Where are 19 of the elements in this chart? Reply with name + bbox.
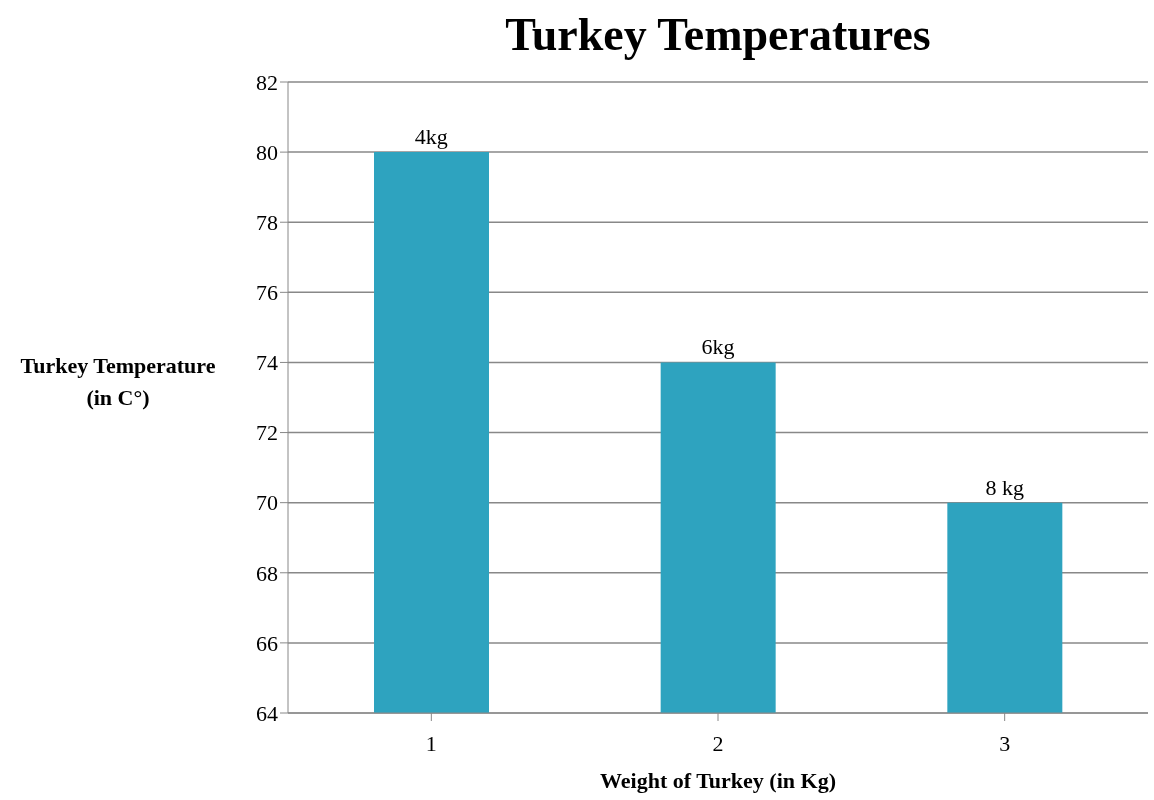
y-tick-label: 78: [256, 210, 278, 236]
annotation: 8 kg: [985, 474, 1024, 500]
y-tick-label: 74: [256, 350, 278, 376]
y-tick-label: 80: [256, 139, 278, 165]
x-tick-label: 1: [425, 730, 437, 756]
y-tick-label: 64: [256, 700, 278, 726]
y-tick-label: 72: [256, 420, 278, 446]
y-tick-label: 68: [256, 560, 278, 586]
y-tick-label: 66: [256, 630, 278, 656]
annotation: 6kg: [701, 334, 735, 360]
x-tick-label: 3: [999, 730, 1011, 756]
y-axis-title: Turkey Temperature (in C°): [19, 352, 217, 412]
chart-title: Turkey Temperatures: [504, 8, 932, 61]
y-tick-label: 76: [256, 280, 278, 306]
x-tick-label: 2: [712, 730, 724, 756]
y-tick-label: 82: [256, 69, 278, 95]
x-axis-title: Weight of Turkey (in Kg): [600, 768, 836, 793]
y-tick-label: 70: [256, 490, 278, 516]
annotation: 4kg: [414, 124, 448, 150]
